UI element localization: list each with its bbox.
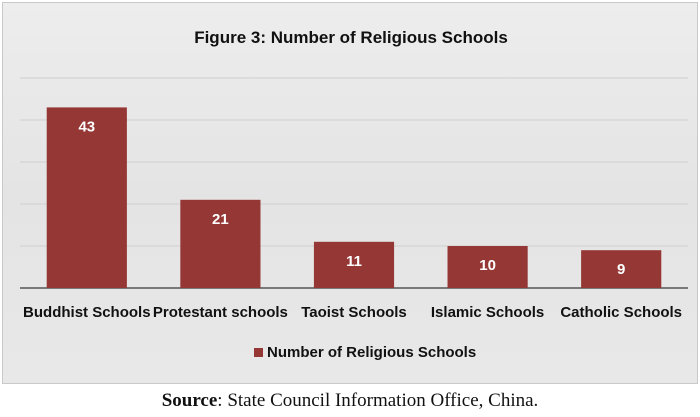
chart-area: Figure 3: Number of Religious Schools 43… [2,2,698,384]
bar [447,246,528,288]
category-label: Buddhist Schools [23,304,151,321]
bar [46,107,127,289]
data-label: 43 [78,118,95,135]
bar-chart: Figure 3: Number of Religious Schools 43… [20,28,688,361]
source-label: Source [161,390,218,411]
bar [581,250,662,288]
category-label: Protestant schools [153,304,288,321]
data-label: 9 [617,261,625,278]
source-text: : State Council Information Office, Chin… [217,390,539,411]
data-label: 21 [212,211,229,228]
source-note: Source: State Council Information Office… [0,390,700,412]
category-label: Islamic Schools [431,304,544,321]
bar [180,199,261,288]
category-label: Taoist Schools [301,304,407,321]
bar [313,241,395,288]
category-label: Catholic Schools [560,304,682,321]
chart-title: Figure 3: Number of Religious Schools [194,28,508,47]
data-label: 10 [479,257,496,274]
legend-label: Number of Religious Schools [267,344,476,361]
legend-swatch [254,348,263,357]
data-label: 11 [346,253,362,270]
